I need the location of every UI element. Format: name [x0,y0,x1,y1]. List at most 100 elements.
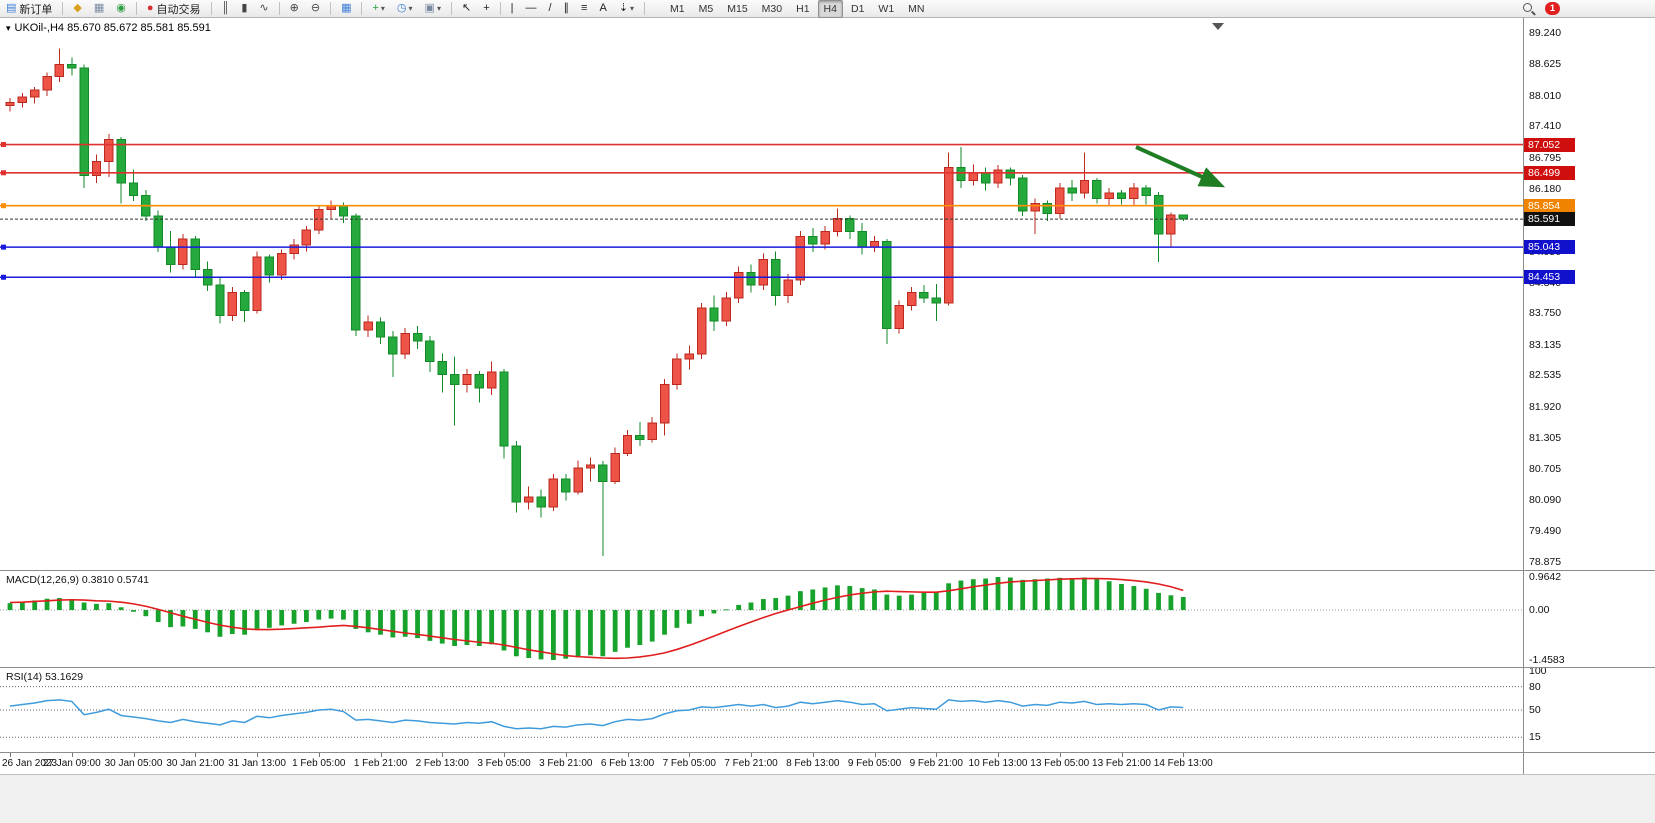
line-handle[interactable] [1,244,6,250]
candle-body [1092,179,1102,199]
bar-chart-button[interactable]: ║ [217,0,235,18]
macd-histogram-bar [1180,596,1186,611]
vertical-line-button[interactable]: | [506,0,519,18]
trendline-button[interactable]: / [543,0,556,18]
candle-body [388,336,398,355]
time-label: 2 Feb 13:00 [415,758,469,769]
indicators-icon: + [372,2,379,14]
fibonacci-icon: ≡ [581,2,588,14]
trendline-icon: / [548,2,552,14]
auto-trading-button[interactable]: ● 自动交易 [142,0,206,18]
text-tool-icon: A [599,2,607,14]
auto-trading-button-label: 自动交易 [156,3,201,16]
data-window-button[interactable]: ▦ [89,0,109,18]
y-axis-label: 86.180 [1529,183,1562,196]
chart-shift-marker[interactable] [1212,23,1224,30]
candle-body [91,160,102,176]
zoom-in-button[interactable]: ⊕ [285,0,304,18]
navigator-button[interactable]: ◉ [111,0,131,18]
timeframe-button-m30[interactable]: M30 [756,0,788,18]
candle-body [277,252,287,276]
y-axis-label: 80.705 [1529,462,1562,475]
macd-histogram-bar [402,610,408,637]
candle-body [980,172,991,184]
fibonacci-button[interactable]: ≡ [576,0,592,18]
timeframe-button-m1[interactable]: M1 [664,0,691,18]
macd-histogram-bar [1131,586,1137,611]
toolbar-separator [278,2,280,15]
macd-histogram-bar [1143,588,1149,611]
timeframe-button-m15[interactable]: M15 [721,0,753,18]
candle-body [956,167,966,181]
candle-body [67,63,77,69]
zoom-out-button[interactable]: ⊖ [306,0,325,18]
rsi-axis-label: 15 [1529,731,1541,744]
arrows-tool-button[interactable]: ⇣ ▾ [614,0,639,18]
candle-body [585,464,596,469]
timeframe-button-h1-label: H1 [796,2,810,15]
channel-button[interactable]: ∥ [559,0,575,18]
channel-icon: ∥ [563,2,570,14]
draw-tools-group: | — / ∥ ≡ A ⇣ ▾ [505,0,640,18]
toolbar: ▤ 新订单 ◆ ▦ ◉ ● 自动交易 ║ ▮ ∿ ⊕ ⊖ ▦ + ▾ ◷ ▾ ▣ ▾ ↖ + | — / ∥ ≡ A ⇣ ▾ M1 M5 M1… [0,0,1655,18]
candle-body [1005,169,1016,179]
text-tool-button[interactable]: A [594,0,611,18]
indicators-button[interactable]: + ▾ [367,0,389,18]
chart-type-group: ║ ▮ ∿ [216,0,275,18]
candle-body [437,361,447,375]
caret-down-icon: ▾ [408,4,413,13]
timeframe-button-m5[interactable]: M5 [693,0,720,18]
candle-body [647,422,657,440]
timeframe-button-d1[interactable]: D1 [845,0,870,18]
down-trend-arrow[interactable] [1135,145,1226,188]
candle-body [30,89,40,98]
macd-histogram-bar [106,603,112,611]
macd-histogram-bar [921,592,927,611]
horizontal-line-button[interactable]: — [520,0,541,18]
market-watch-button[interactable]: ◆ [68,0,86,18]
candle-body [449,373,460,386]
candle-body [573,467,583,493]
macd-histogram-bar [538,610,544,660]
timeframe-button-h4[interactable]: H4 [817,0,843,18]
macd-histogram-bar [242,610,248,635]
time-label: 26 Jan 2023 [2,758,58,769]
line-handle[interactable] [1,203,6,209]
bar-chart-icon: ║ [221,2,230,14]
candle-body [659,384,670,424]
candle-body [252,256,262,312]
candle-body [425,340,435,363]
horizontal-line-icon: — [525,2,537,14]
periods-button[interactable]: ◷ ▾ [392,0,418,18]
line-chart-button[interactable]: ∿ [254,0,273,18]
candle-body [1116,192,1127,199]
line-handle[interactable] [1,142,6,148]
macd-histogram-bar [353,610,359,629]
axis-corner [1523,753,1655,774]
new-order-button[interactable]: ▤ 新订单 [1,0,57,18]
candle-body [1104,192,1114,199]
timeframe-button-w1[interactable]: W1 [872,0,900,18]
candle-body [54,63,65,78]
toolbar-separator [62,2,64,15]
search-icon[interactable] [1521,1,1536,16]
timeframe-button-mn[interactable]: MN [902,0,930,18]
notification-badge[interactable]: 1 [1545,2,1560,15]
line-handle[interactable] [1,170,6,176]
chart-menu-icon[interactable]: ▾ [6,22,11,33]
timeframe-button-h1[interactable]: H1 [790,0,815,18]
macd-histogram-bar [32,600,38,611]
templates-button[interactable]: ▣ ▾ [420,0,446,18]
line-handle[interactable] [1,274,6,280]
cursor-button[interactable]: ↖ [457,0,476,18]
macd-chart-canvas[interactable] [0,571,1523,666]
time-label: 8 Feb 13:00 [786,758,840,769]
time-axis[interactable]: 26 Jan 2023 27 Jan 09:00 30 Jan 05:00 30 Ja… [0,752,1655,774]
rsi-chart-canvas[interactable] [0,668,1523,752]
macd-histogram-bar [674,610,680,628]
macd-histogram-bar [847,586,853,611]
crosshair-button[interactable]: + [478,0,494,18]
candlestick-chart-canvas[interactable] [0,18,1523,570]
candlestick-chart-button[interactable]: ▮ [236,0,252,18]
tile-windows-button[interactable]: ▦ [336,0,356,18]
